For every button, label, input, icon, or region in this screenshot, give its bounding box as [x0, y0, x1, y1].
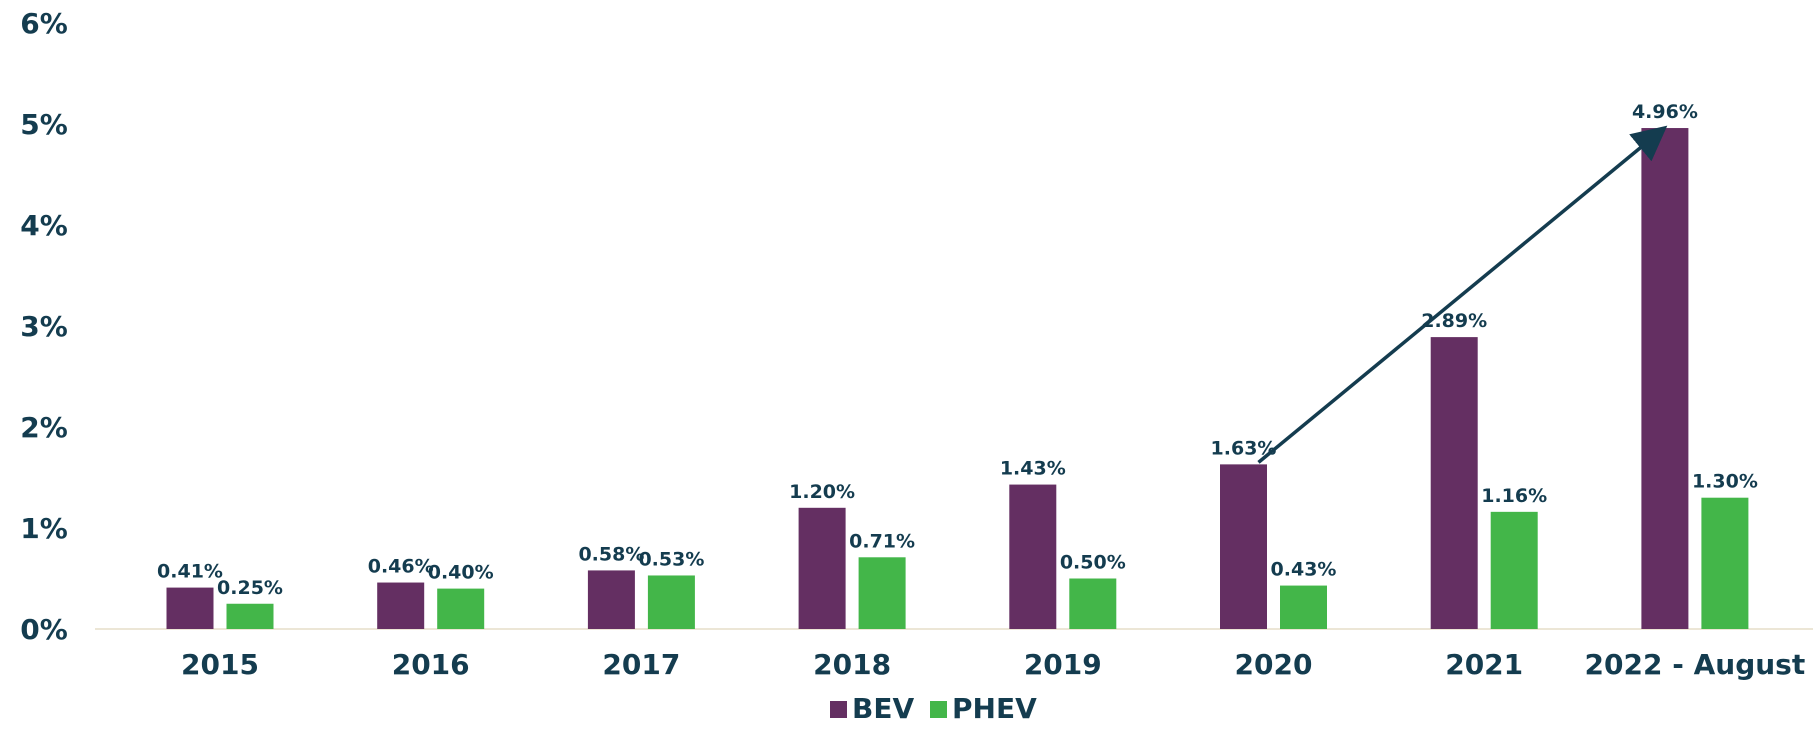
- trend-arrow: [1257, 125, 1668, 464]
- bar-bev: [798, 507, 846, 629]
- x-tick-label: 2020: [1235, 648, 1313, 681]
- y-tick-label: 5%: [20, 108, 68, 141]
- x-tick-label: 2017: [602, 648, 680, 681]
- data-label-bev: 1.63%: [1211, 437, 1277, 459]
- legend-label-phev: PHEV: [952, 692, 1037, 725]
- data-label-phev: 0.40%: [428, 562, 494, 584]
- bar-phev: [1701, 497, 1749, 629]
- bar-phev: [1490, 511, 1538, 629]
- bar-bev: [1430, 337, 1478, 629]
- y-tick-label: 6%: [20, 7, 68, 40]
- x-tick-label: 2019: [1024, 648, 1102, 681]
- data-label-phev: 0.43%: [1271, 559, 1337, 581]
- bar-phev: [858, 557, 906, 629]
- legend-label-bev: BEV: [852, 692, 914, 725]
- y-tick-label: 3%: [20, 310, 68, 343]
- bar-bev: [1009, 484, 1057, 629]
- bar-bev: [166, 587, 214, 629]
- y-axis: 0% 1% 2% 3% 4% 5% 6%: [20, 7, 68, 646]
- x-tick-label: 2015: [181, 648, 259, 681]
- legend: BEV PHEV: [830, 692, 1037, 725]
- bar-phev: [1280, 585, 1327, 629]
- bar-bev: [1641, 128, 1689, 630]
- data-label-bev: 4.96%: [1632, 101, 1698, 123]
- bar-bev: [377, 582, 425, 629]
- bar-phev: [437, 588, 485, 629]
- x-axis: 2015 2016 2017 2018 2019 2020 2021 2022 - Augus…: [95, 628, 1813, 681]
- data-label-bev: 0.46%: [368, 556, 434, 578]
- x-tick-label: 2021: [1445, 648, 1523, 681]
- bar-bev: [1220, 464, 1267, 629]
- data-label-phev: 0.25%: [217, 577, 283, 599]
- x-tick-label: 2022 - August: [1585, 648, 1806, 681]
- x-tick-label: 2018: [813, 648, 891, 681]
- bar-phev: [647, 575, 695, 629]
- legend-swatch-bev: [830, 701, 847, 718]
- data-label-phev: 0.53%: [638, 548, 704, 570]
- data-label-phev: 1.16%: [1481, 485, 1547, 507]
- y-tick-label: 2%: [20, 411, 68, 444]
- data-label-bev: 0.58%: [578, 543, 644, 565]
- legend-swatch-phev: [930, 701, 947, 718]
- y-tick-label: 1%: [20, 512, 68, 545]
- y-tick-label: 4%: [20, 209, 68, 242]
- bar-bev: [587, 570, 635, 629]
- bar-phev: [1069, 578, 1117, 629]
- data-label-phev: 1.30%: [1692, 471, 1758, 493]
- bars-group: [166, 128, 1749, 630]
- data-label-phev: 0.71%: [849, 530, 915, 552]
- bar-phev: [226, 603, 274, 629]
- data-label-bev: 1.20%: [789, 481, 855, 503]
- x-tick-label: 2016: [392, 648, 470, 681]
- y-tick-label: 0%: [20, 613, 68, 646]
- data-labels-group: 0.41%0.25% 0.46%0.40% 0.58%0.53% 1.20% 0.71%…: [157, 101, 1758, 599]
- data-label-bev: 1.43%: [1000, 458, 1066, 480]
- annotations-group: [1257, 125, 1668, 464]
- data-label-phev: 0.50%: [1060, 552, 1126, 574]
- data-label-bev: 0.41%: [157, 561, 223, 583]
